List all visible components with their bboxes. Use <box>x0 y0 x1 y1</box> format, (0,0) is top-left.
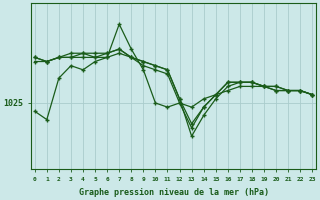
X-axis label: Graphe pression niveau de la mer (hPa): Graphe pression niveau de la mer (hPa) <box>78 188 268 197</box>
